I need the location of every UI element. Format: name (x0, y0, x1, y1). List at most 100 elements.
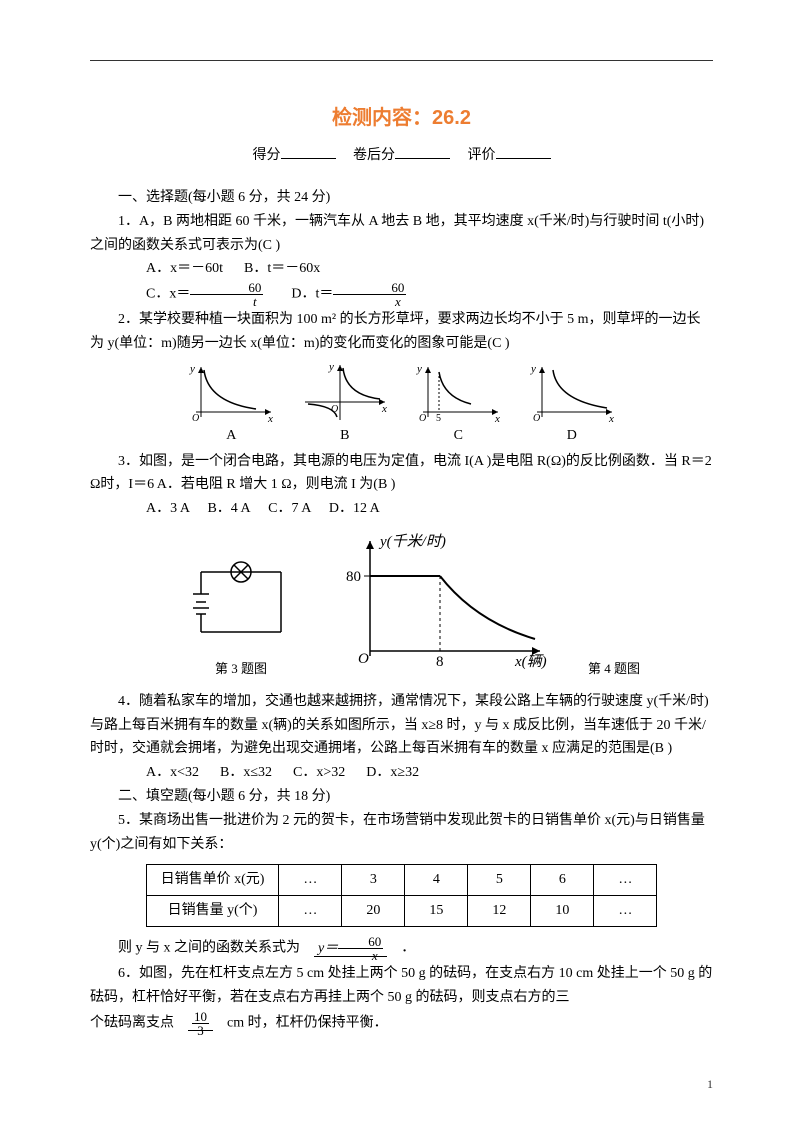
q6-text: 6．如图，先在杠杆支点左方 5 cm 处挂上两个 50 g 的砝码，在支点右方 … (90, 962, 713, 1010)
q5-table: 日销售单价 x(元) … 3 4 5 6 … 日销售量 y(个) … 20 15… (146, 864, 658, 927)
q1-optC-den: t (190, 295, 263, 308)
q2-graph-C: x y O 5 C (403, 362, 513, 448)
svg-text:O: O (358, 651, 369, 667)
q2-graph-C-label: C (403, 424, 513, 448)
q5-after-pre: 则 y 与 x 之间的函数关系式为 (118, 941, 314, 956)
svg-text:y: y (416, 363, 422, 375)
q4-opts: A．x<32 B．x≤32 C．x>32 D．x≥32 (90, 761, 713, 785)
q5-ans-frac: 60x (338, 935, 383, 962)
q6-ans-num: 10 (192, 1010, 209, 1024)
fig4-graph: y(千米/时) x(辆) O 80 8 (340, 531, 560, 680)
score-label-3: 评价 (468, 148, 496, 163)
svg-text:80: 80 (346, 569, 361, 585)
q6-ans-den: 3 (192, 1024, 209, 1037)
section-1-heading: 一、选择题(每小题 6 分，共 24 分) (90, 186, 713, 210)
q5-r-5: 10 (531, 896, 594, 927)
fig3-caption: 第 3 题图 (181, 658, 301, 680)
q1-text: 1．A，B 两地相距 60 千米，一辆汽车从 A 地去 B 地，其平均速度 x(… (90, 210, 713, 258)
svg-text:O: O (419, 413, 426, 422)
q1-optC-num: 60 (190, 281, 263, 295)
score-label-2: 卷后分 (353, 148, 395, 163)
table-row: 日销售单价 x(元) … 3 4 5 6 … (146, 865, 657, 896)
q1-optA: A．x＝－60t (146, 261, 223, 276)
q3-optB: B．4 A (207, 501, 250, 516)
q5-after: 则 y 与 x 之间的函数关系式为 y＝60x ． (90, 935, 713, 962)
svg-text:y: y (328, 362, 334, 373)
graph-C-svg: x y O 5 (413, 362, 503, 422)
q1-opts-row2: C．x＝60t D．t＝60x (90, 281, 713, 308)
q5-ans-den: x (338, 949, 383, 962)
q5-r-1: … (279, 896, 342, 927)
q2-graph-D: x y O D (517, 362, 627, 448)
q1-optD-pre: D．t＝ (291, 287, 333, 302)
q2-text: 2．某学校要种植一块面积为 100 m² 的长方形草坪，要求两边长均不小于 5 … (90, 308, 713, 356)
q4-optC: C．x>32 (293, 765, 345, 780)
q5-ans-num: 60 (338, 935, 383, 949)
body: 一、选择题(每小题 6 分，共 24 分) 1．A，B 两地相距 60 千米，一… (90, 186, 713, 1037)
q5-r-2: 20 (342, 896, 405, 927)
svg-text:O: O (533, 413, 540, 422)
q5-h-3: 4 (405, 865, 468, 896)
table-row: 日销售量 y(个) … 20 15 12 10 … (146, 896, 657, 927)
svg-text:x: x (381, 403, 387, 415)
svg-text:x: x (608, 413, 614, 422)
fig3-circuit: 第 3 题图 (181, 552, 301, 680)
q1-optC-pre: C．x＝ (146, 287, 190, 302)
q4-optD: D．x≥32 (366, 765, 419, 780)
q5-th-0: 日销售单价 x(元) (146, 865, 279, 896)
svg-text:y(千米/时): y(千米/时) (378, 533, 446, 550)
q2-graph-B-label: B (290, 424, 400, 448)
q4-optA: A．x<32 (146, 765, 199, 780)
q5-h-4: 5 (468, 865, 531, 896)
q3-optD: D．12 A (329, 501, 380, 516)
q3-optA: A．3 A (146, 501, 190, 516)
q5-after-post: ． (387, 941, 415, 956)
q5-ans-pre: y＝ (318, 941, 338, 956)
svg-text:x: x (494, 413, 500, 422)
q1-optD-den: x (333, 295, 406, 308)
svg-text:x(辆): x(辆) (514, 653, 547, 670)
q5-h-1: … (279, 865, 342, 896)
q1-optB: B．t＝－60x (244, 261, 320, 276)
q5-r-3: 15 (405, 896, 468, 927)
page: 检测内容：26.2 得分 卷后分 评价 一、选择题(每小题 6 分，共 24 分… (0, 0, 793, 1122)
q1-text-span: 1．A，B 两地相距 60 千米，一辆汽车从 A 地去 B 地，其平均速度 x(… (90, 214, 704, 253)
score-line: 得分 卷后分 评价 (90, 144, 713, 164)
svg-text:y: y (189, 363, 195, 375)
q2-graph-A: x y O A (176, 362, 286, 448)
q5-r-6: … (594, 896, 657, 927)
score-label-1: 得分 (253, 148, 281, 163)
score-blank-3[interactable] (496, 144, 551, 159)
svg-text:5: 5 (436, 413, 441, 422)
q5-text: 5．某商场出售一批进价为 2 元的贺卡，在市场营销中发现此贺卡的日销售单价 x(… (90, 809, 713, 857)
circuit-svg (181, 552, 301, 647)
score-blank-1[interactable] (281, 144, 336, 159)
q6-ans-frac: 103 (192, 1010, 209, 1037)
svg-text:y: y (530, 363, 536, 375)
q4-optB: B．x≤32 (220, 765, 272, 780)
page-number: 1 (707, 1077, 713, 1092)
q2-graph-A-label: A (176, 424, 286, 448)
q6-line2-post: cm 时，杠杆仍保持平衡． (213, 1015, 388, 1030)
q5-h-5: 6 (531, 865, 594, 896)
q2-graph-D-label: D (517, 424, 627, 448)
q2-graphs-row: x y O A x y O B (90, 362, 713, 448)
graph-B-svg: x y O (300, 362, 390, 422)
q3-text: 3．如图，是一个闭合电路，其电源的电压为定值，电流 I(A )是电阻 R(Ω)的… (90, 450, 713, 498)
q6-line2: 个砝码离支点 103 cm 时，杠杆仍保持平衡． (90, 1010, 713, 1037)
q5-r-4: 12 (468, 896, 531, 927)
q3-opts: A．3 A B．4 A C．7 A D．12 A (90, 497, 713, 521)
figure-row: 第 3 题图 y(千米/时) x(辆) O 80 8 (90, 531, 713, 680)
q6-line2-pre: 个砝码离支点 (90, 1015, 188, 1030)
section-2-heading: 二、填空题(每小题 6 分，共 18 分) (90, 785, 713, 809)
graph-A-svg: x y O (186, 362, 276, 422)
score-blank-2[interactable] (395, 144, 450, 159)
svg-text:x: x (267, 413, 273, 422)
q1-optD-frac: 60x (333, 281, 406, 308)
q5-answer: y＝60x (314, 941, 387, 957)
q1-optD-num: 60 (333, 281, 406, 295)
q6-answer: 103 (188, 1015, 213, 1031)
fig4-caption: 第 4 题图 (588, 658, 640, 680)
q5-h-6: … (594, 865, 657, 896)
fig4-svg: y(千米/时) x(辆) O 80 8 (340, 531, 560, 671)
